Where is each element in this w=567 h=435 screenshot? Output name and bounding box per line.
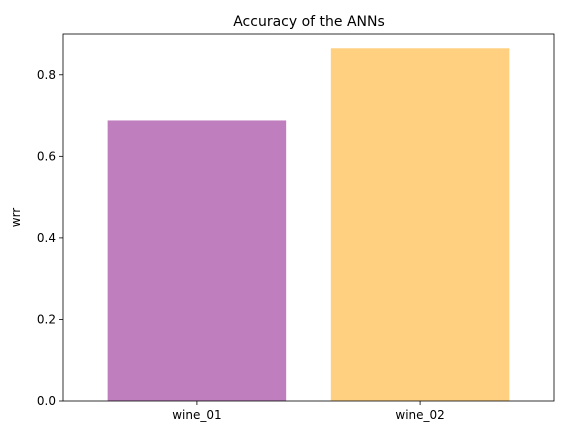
y-axis: 0.0 0.2 0.4 0.6 0.8: [37, 68, 63, 408]
bar-wine_01: [107, 120, 287, 402]
y-tick-label-4: 0.8: [37, 68, 56, 82]
x-tick-label-wine_02: wine_02: [395, 408, 444, 422]
y-tick-label-0: 0.0: [37, 394, 56, 408]
bar-wine_02: [330, 48, 510, 402]
x-tick-label-wine_01: wine_01: [172, 408, 221, 422]
plot-frame: [62, 33, 555, 402]
y-tick-label-3: 0.6: [37, 149, 56, 163]
x-axis: wine_01 wine_02: [172, 401, 445, 422]
y-tick-label-2: 0.4: [37, 231, 56, 245]
chart-title: Accuracy of the ANNs: [233, 14, 385, 30]
bars-group: [107, 48, 510, 402]
y-axis-label: wrr: [9, 208, 23, 228]
y-tick-label-1: 0.2: [37, 312, 56, 326]
